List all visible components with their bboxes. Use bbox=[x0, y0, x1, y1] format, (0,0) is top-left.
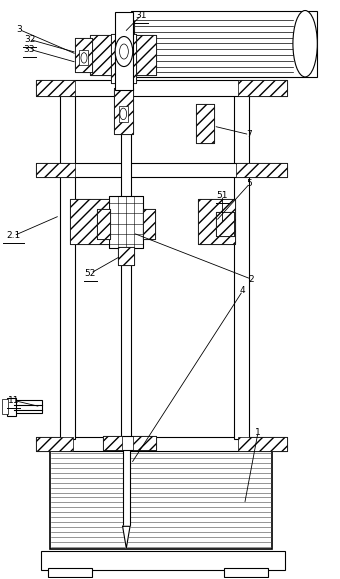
Bar bbox=[70, 199, 109, 244]
Ellipse shape bbox=[293, 10, 317, 77]
Text: 4: 4 bbox=[240, 286, 245, 295]
Bar bbox=[125, 21, 134, 67]
Bar bbox=[79, 50, 88, 65]
Bar bbox=[238, 80, 287, 96]
Bar bbox=[103, 436, 122, 450]
Bar bbox=[123, 437, 130, 526]
Bar bbox=[112, 34, 136, 83]
Bar bbox=[50, 450, 272, 549]
Bar bbox=[60, 92, 74, 438]
Bar bbox=[133, 436, 156, 450]
Bar bbox=[121, 75, 131, 438]
Bar bbox=[109, 196, 143, 248]
Bar bbox=[36, 80, 287, 96]
Bar bbox=[125, 21, 134, 67]
Text: 2: 2 bbox=[249, 274, 254, 284]
Bar bbox=[75, 38, 92, 72]
Bar bbox=[122, 34, 136, 83]
Text: 11: 11 bbox=[8, 396, 19, 405]
Bar bbox=[36, 163, 287, 177]
Bar bbox=[119, 106, 128, 122]
Circle shape bbox=[120, 44, 129, 59]
Bar bbox=[41, 551, 285, 570]
Bar bbox=[36, 437, 73, 451]
Bar bbox=[118, 247, 134, 265]
Bar bbox=[48, 569, 92, 577]
Bar bbox=[36, 163, 75, 177]
Bar bbox=[36, 437, 287, 451]
Bar bbox=[114, 89, 133, 134]
Bar bbox=[112, 34, 122, 83]
Bar bbox=[14, 401, 42, 413]
Bar bbox=[118, 247, 134, 265]
Text: 2.1: 2.1 bbox=[6, 231, 21, 240]
Bar bbox=[70, 199, 109, 244]
Bar bbox=[97, 208, 110, 239]
Bar bbox=[197, 104, 214, 143]
Bar bbox=[7, 398, 16, 416]
Bar bbox=[198, 199, 235, 244]
Bar bbox=[36, 80, 75, 96]
Polygon shape bbox=[123, 526, 130, 548]
Text: 3: 3 bbox=[16, 25, 22, 34]
Bar bbox=[248, 81, 257, 95]
Bar bbox=[143, 208, 155, 239]
Bar bbox=[198, 199, 235, 244]
Bar bbox=[131, 10, 317, 77]
Bar bbox=[216, 212, 234, 236]
Text: 7: 7 bbox=[247, 130, 252, 139]
Text: 52: 52 bbox=[85, 269, 96, 278]
Text: 5: 5 bbox=[247, 179, 252, 188]
Text: 1: 1 bbox=[255, 428, 261, 437]
Bar bbox=[234, 92, 249, 438]
Bar bbox=[2, 400, 8, 414]
Bar bbox=[90, 35, 156, 75]
Bar bbox=[216, 212, 234, 236]
Bar bbox=[224, 569, 268, 577]
Text: 33: 33 bbox=[24, 45, 35, 54]
Bar bbox=[114, 89, 133, 134]
Text: 31: 31 bbox=[135, 10, 147, 20]
Bar bbox=[103, 436, 156, 450]
Bar bbox=[197, 104, 214, 143]
Bar bbox=[52, 81, 62, 95]
Text: 51: 51 bbox=[217, 191, 228, 200]
Bar bbox=[97, 208, 110, 239]
Bar bbox=[135, 35, 156, 75]
Bar bbox=[75, 38, 92, 72]
Bar bbox=[143, 208, 155, 239]
Text: 32: 32 bbox=[24, 35, 35, 44]
Bar bbox=[236, 163, 287, 177]
Circle shape bbox=[81, 53, 87, 63]
Circle shape bbox=[115, 36, 133, 67]
Circle shape bbox=[120, 108, 127, 120]
Bar bbox=[238, 437, 287, 451]
Bar bbox=[90, 35, 112, 75]
Bar bbox=[115, 12, 133, 90]
